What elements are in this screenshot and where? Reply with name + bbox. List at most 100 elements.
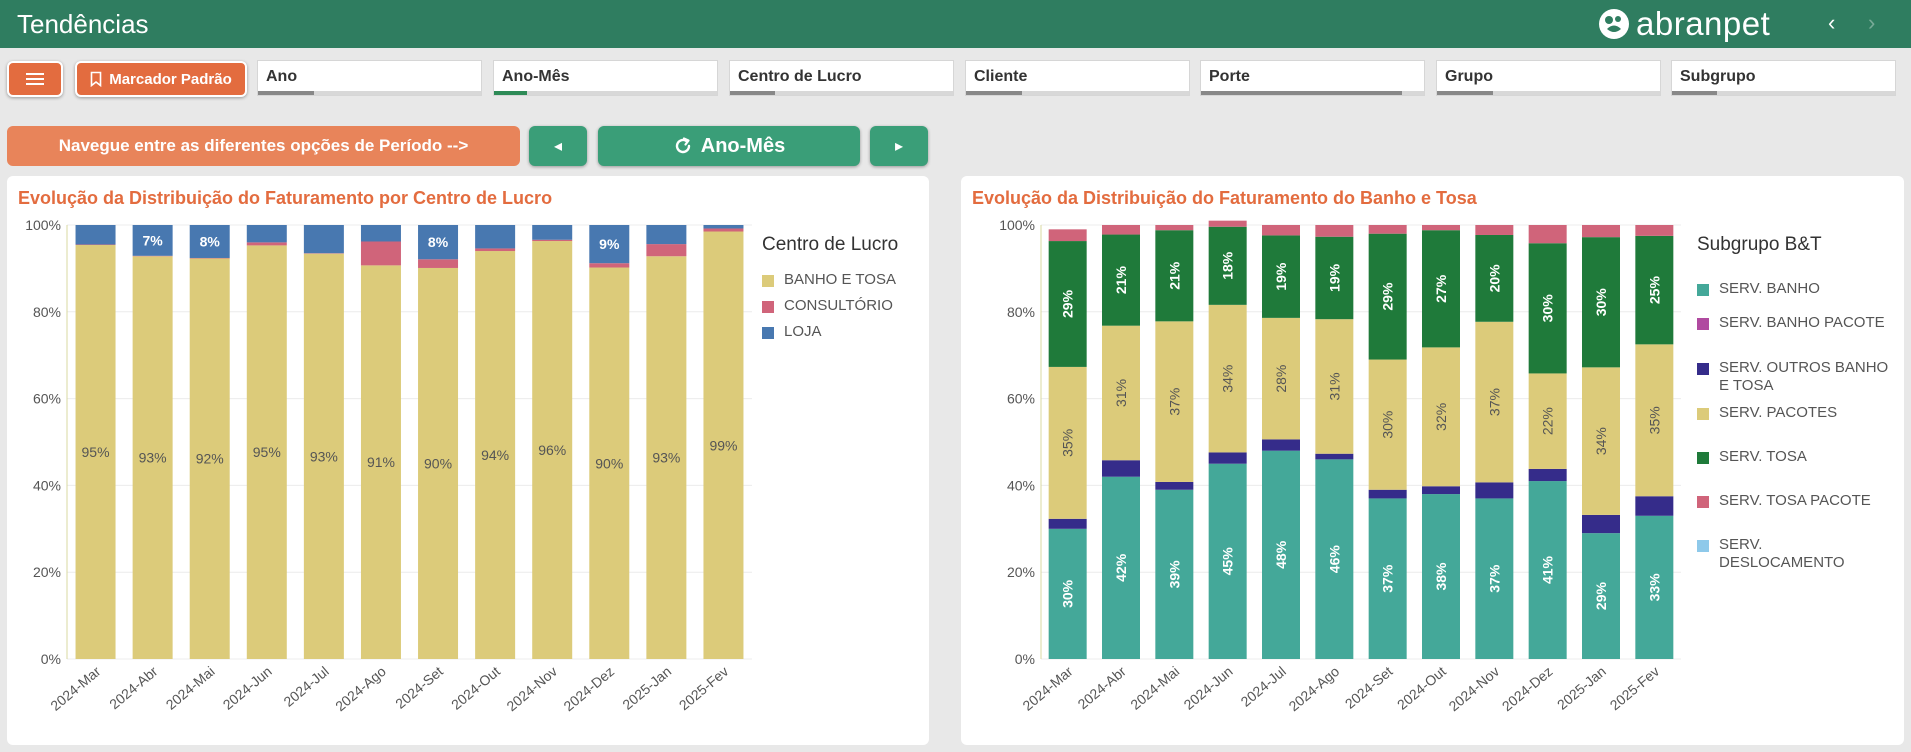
- filter-scrollbar[interactable]: [730, 91, 953, 95]
- bar-segment[interactable]: [1582, 225, 1620, 238]
- bar-segment[interactable]: [1422, 230, 1460, 348]
- bar-segment[interactable]: [532, 225, 573, 240]
- filter-scrollbar-thumb[interactable]: [258, 91, 314, 95]
- bar-segment[interactable]: [646, 256, 687, 659]
- bar-segment[interactable]: [1368, 225, 1407, 234]
- bar-segment[interactable]: [703, 225, 744, 229]
- bar-segment[interactable]: [1262, 439, 1300, 451]
- bar-segment[interactable]: [532, 241, 573, 660]
- bar-segment[interactable]: [360, 241, 401, 266]
- bar-segment[interactable]: [1155, 230, 1194, 322]
- bar-segment[interactable]: [1368, 489, 1407, 499]
- bar-segment[interactable]: [1368, 498, 1407, 659]
- bar-segment[interactable]: [360, 265, 401, 659]
- bar-segment[interactable]: [646, 244, 687, 257]
- bar-segment[interactable]: [1048, 518, 1087, 529]
- bar-segment[interactable]: [1102, 325, 1140, 461]
- bar-segment[interactable]: [1208, 304, 1247, 453]
- bar-segment[interactable]: [1635, 225, 1674, 236]
- bar-segment[interactable]: [1422, 486, 1460, 495]
- bar-segment[interactable]: [703, 231, 744, 659]
- bar-segment[interactable]: [1102, 460, 1140, 477]
- bar-segment[interactable]: [1315, 236, 1354, 320]
- bar-segment[interactable]: [246, 225, 287, 243]
- filter-slicer-porte[interactable]: Porte: [1200, 60, 1425, 96]
- filter-scrollbar[interactable]: [1437, 91, 1660, 95]
- filter-slicer-cliente[interactable]: Cliente: [965, 60, 1190, 96]
- filter-scrollbar-thumb[interactable]: [1672, 91, 1717, 95]
- bar-segment[interactable]: [589, 225, 630, 264]
- bar-segment[interactable]: [1368, 359, 1407, 490]
- bar-segment[interactable]: [1582, 367, 1620, 515]
- bar-segment[interactable]: [1262, 317, 1300, 440]
- bar-segment[interactable]: [589, 267, 630, 659]
- bar-segment[interactable]: [475, 248, 516, 252]
- bar-segment[interactable]: [132, 225, 173, 256]
- filter-slicer-subgrupo[interactable]: Subgrupo: [1671, 60, 1896, 96]
- bar-segment[interactable]: [1582, 533, 1620, 659]
- filter-scrollbar-thumb[interactable]: [966, 91, 1022, 95]
- bar-segment[interactable]: [1262, 235, 1300, 318]
- bar-segment[interactable]: [1635, 344, 1674, 497]
- filter-scrollbar-thumb[interactable]: [1201, 91, 1402, 95]
- bar-segment[interactable]: [189, 225, 230, 258]
- filter-slicer-ano[interactable]: Ano: [257, 60, 482, 96]
- filter-slicer-centro-de-lucro[interactable]: Centro de Lucro: [729, 60, 954, 96]
- bar-segment[interactable]: [1048, 366, 1087, 519]
- bar-segment[interactable]: [1208, 452, 1247, 464]
- filter-scrollbar-thumb[interactable]: [730, 91, 775, 95]
- bar-segment[interactable]: [1368, 233, 1407, 360]
- filter-scrollbar[interactable]: [1201, 91, 1424, 95]
- bar-segment[interactable]: [1155, 481, 1194, 490]
- bar-segment[interactable]: [1422, 494, 1460, 659]
- bar-segment[interactable]: [646, 225, 687, 245]
- bar-segment[interactable]: [1475, 482, 1514, 499]
- bar-segment[interactable]: [1582, 237, 1620, 368]
- bar-segment[interactable]: [1315, 225, 1354, 237]
- bar-segment[interactable]: [1422, 225, 1460, 231]
- filter-scrollbar[interactable]: [258, 91, 481, 95]
- bar-segment[interactable]: [475, 251, 516, 659]
- bar-segment[interactable]: [1315, 453, 1354, 460]
- bar-segment[interactable]: [1475, 234, 1514, 322]
- filter-slicer-ano-m-s[interactable]: Ano-Mês: [493, 60, 718, 96]
- bar-segment[interactable]: [1155, 321, 1194, 482]
- bar-segment[interactable]: [1102, 225, 1140, 235]
- filter-scrollbar-thumb[interactable]: [1437, 91, 1493, 95]
- bar-segment[interactable]: [1528, 225, 1567, 244]
- menu-button[interactable]: [7, 61, 63, 97]
- bar-segment[interactable]: [303, 225, 344, 254]
- filter-scrollbar[interactable]: [966, 91, 1189, 95]
- bar-segment[interactable]: [1582, 514, 1620, 534]
- bar-segment[interactable]: [75, 244, 116, 659]
- bar-segment[interactable]: [246, 242, 287, 246]
- period-toggle-button[interactable]: Ano-Mês: [598, 126, 860, 166]
- bar-segment[interactable]: [1155, 225, 1194, 231]
- bar-segment[interactable]: [246, 245, 287, 659]
- bar-segment[interactable]: [303, 253, 344, 660]
- bar-segment[interactable]: [418, 267, 459, 659]
- bar-segment[interactable]: [1635, 515, 1674, 659]
- bar-segment[interactable]: [1528, 373, 1567, 469]
- forward-arrow-icon[interactable]: ›: [1868, 10, 1876, 35]
- bar-segment[interactable]: [1102, 234, 1140, 326]
- bar-segment[interactable]: [1262, 450, 1300, 659]
- bar-segment[interactable]: [1528, 468, 1567, 482]
- bar-segment[interactable]: [1315, 459, 1354, 659]
- bar-segment[interactable]: [1048, 241, 1087, 367]
- back-arrow-icon[interactable]: ‹: [1828, 10, 1836, 35]
- filter-scrollbar-thumb[interactable]: [494, 91, 528, 95]
- bar-segment[interactable]: [1475, 225, 1514, 235]
- bar-segment[interactable]: [1475, 498, 1514, 659]
- bar-segment[interactable]: [1635, 496, 1674, 516]
- filter-scrollbar[interactable]: [1672, 91, 1895, 95]
- bar-segment[interactable]: [1635, 235, 1674, 345]
- bar-segment[interactable]: [418, 259, 459, 268]
- bar-segment[interactable]: [75, 225, 116, 245]
- bar-segment[interactable]: [532, 239, 573, 242]
- bar-segment[interactable]: [1048, 528, 1087, 659]
- bar-segment[interactable]: [589, 263, 630, 268]
- next-period-button[interactable]: ▸: [870, 126, 928, 166]
- bar-segment[interactable]: [1208, 220, 1247, 227]
- bar-segment[interactable]: [360, 225, 401, 242]
